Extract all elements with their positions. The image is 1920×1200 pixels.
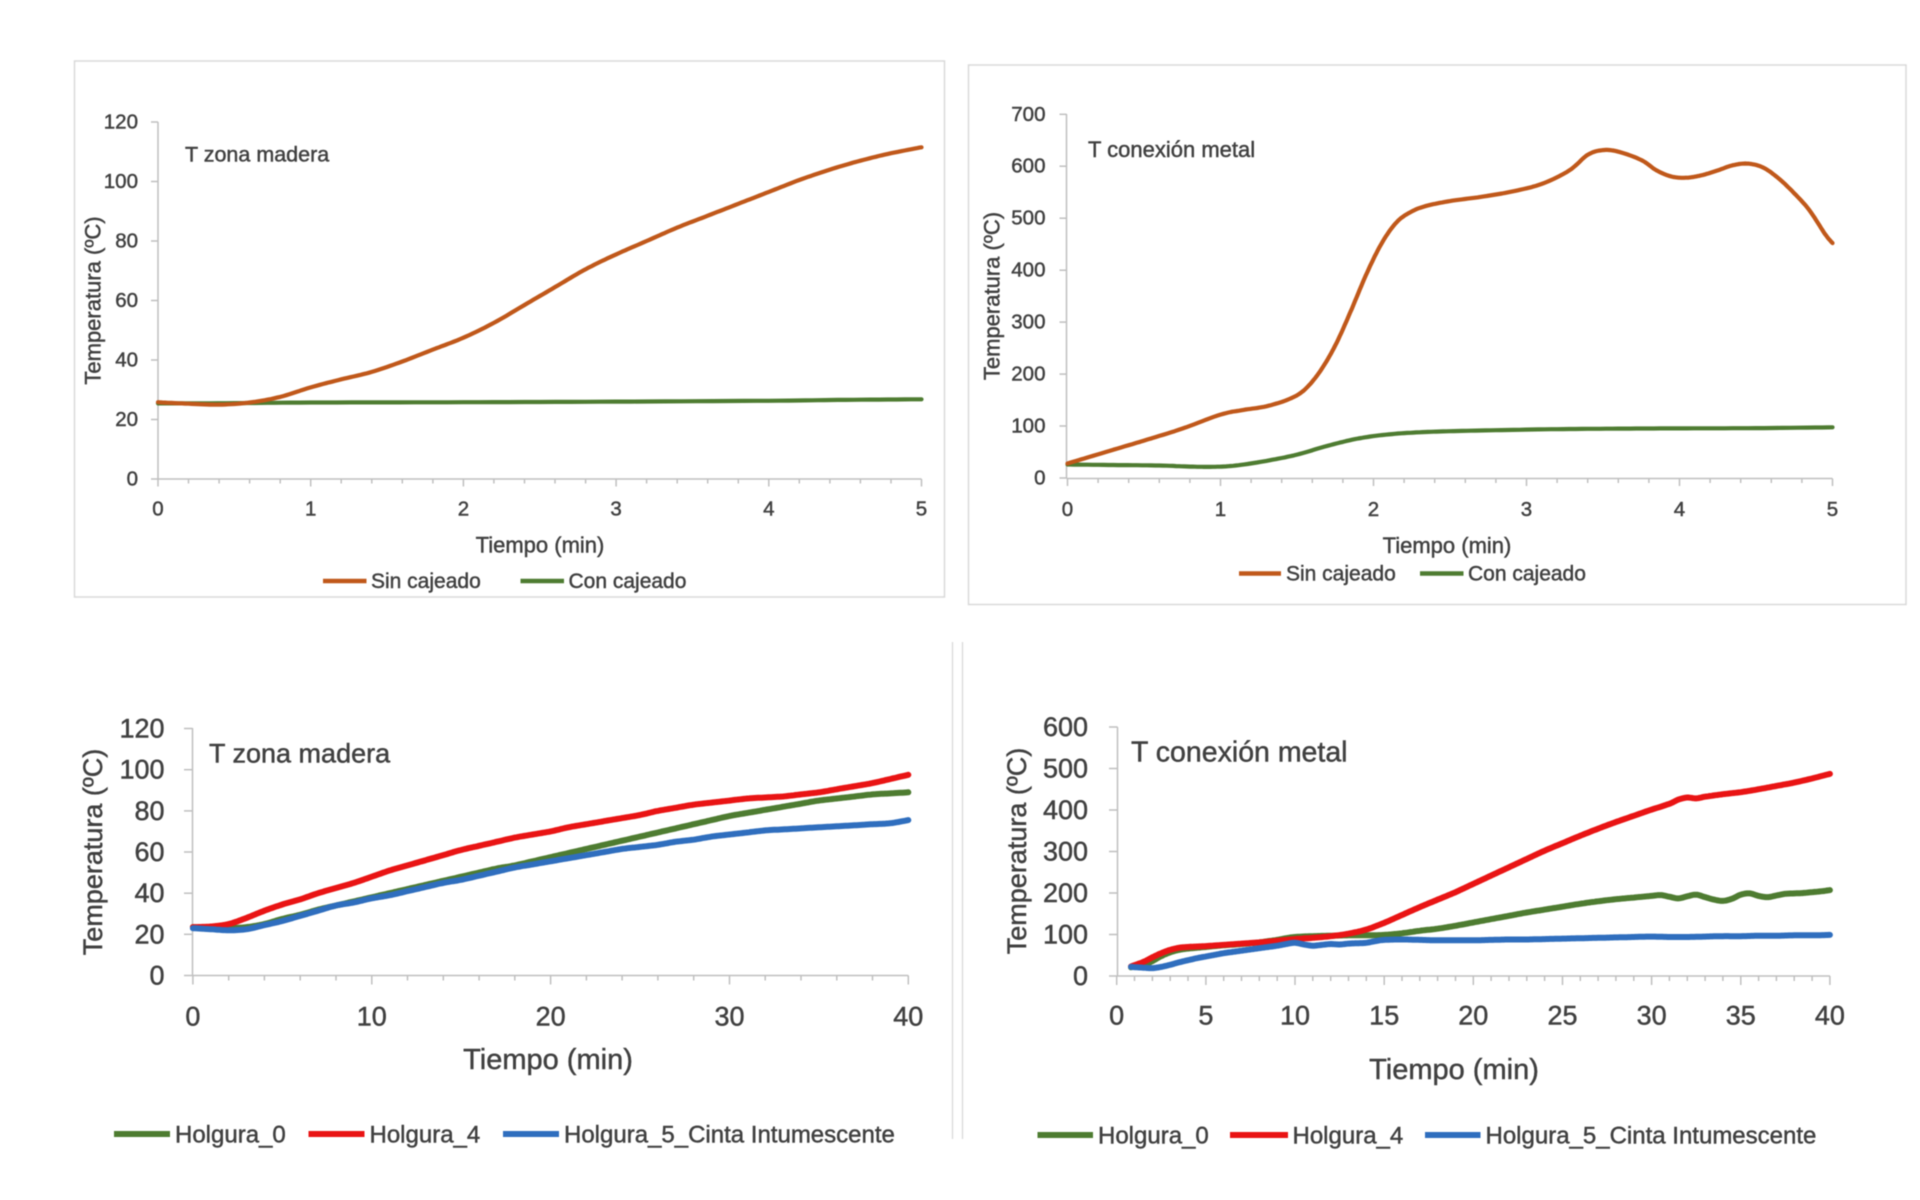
svg-text:Sin cajeado: Sin cajeado <box>371 570 481 593</box>
svg-text:30: 30 <box>714 1002 744 1032</box>
svg-text:200: 200 <box>1043 878 1088 908</box>
svg-text:20: 20 <box>115 408 138 431</box>
svg-text:Con cajeado: Con cajeado <box>569 570 687 593</box>
svg-text:5: 5 <box>916 498 927 521</box>
svg-text:T conexión metal: T conexión metal <box>1088 137 1255 162</box>
svg-text:0: 0 <box>1109 1001 1124 1031</box>
svg-text:Sin cajeado: Sin cajeado <box>1286 563 1396 586</box>
svg-text:Temperatura (ºC): Temperatura (ºC) <box>980 212 1005 380</box>
svg-text:40: 40 <box>893 1002 923 1032</box>
svg-text:25: 25 <box>1547 1001 1577 1031</box>
svg-text:0: 0 <box>185 1002 200 1032</box>
svg-text:Holgura_0: Holgura_0 <box>1098 1123 1209 1150</box>
svg-text:5: 5 <box>1198 1001 1213 1031</box>
svg-text:T zona madera: T zona madera <box>209 739 391 769</box>
svg-text:100: 100 <box>119 755 164 785</box>
svg-text:10: 10 <box>357 1002 387 1032</box>
svg-text:0: 0 <box>152 498 163 521</box>
svg-text:100: 100 <box>1043 920 1088 950</box>
svg-text:400: 400 <box>1043 795 1088 825</box>
svg-text:30: 30 <box>1637 1001 1667 1031</box>
svg-text:500: 500 <box>1043 754 1088 784</box>
svg-text:60: 60 <box>115 289 138 312</box>
svg-text:1: 1 <box>305 498 316 521</box>
svg-text:Tiempo (min): Tiempo (min) <box>463 1044 633 1076</box>
svg-text:700: 700 <box>1011 103 1045 126</box>
svg-text:200: 200 <box>1011 363 1045 386</box>
svg-text:Holgura_4: Holgura_4 <box>1293 1123 1404 1150</box>
svg-text:60: 60 <box>134 837 164 867</box>
svg-text:40: 40 <box>1815 1001 1845 1031</box>
svg-text:1: 1 <box>1215 498 1226 521</box>
svg-text:80: 80 <box>115 230 138 253</box>
svg-text:10: 10 <box>1280 1001 1310 1031</box>
svg-text:120: 120 <box>104 111 138 134</box>
svg-text:500: 500 <box>1011 207 1045 230</box>
svg-text:40: 40 <box>134 878 164 908</box>
svg-text:20: 20 <box>1458 1001 1488 1031</box>
svg-text:600: 600 <box>1043 712 1088 742</box>
svg-text:100: 100 <box>104 170 138 193</box>
svg-text:0: 0 <box>1034 467 1045 490</box>
svg-text:Holgura_0: Holgura_0 <box>175 1122 286 1149</box>
svg-text:3: 3 <box>1521 498 1532 521</box>
svg-text:Temperatura (ºC): Temperatura (ºC) <box>1002 748 1032 954</box>
svg-text:600: 600 <box>1011 155 1045 178</box>
svg-text:Tiempo (min): Tiempo (min) <box>1369 1054 1539 1086</box>
svg-text:Holgura_4: Holgura_4 <box>370 1122 481 1149</box>
svg-text:35: 35 <box>1726 1001 1756 1031</box>
svg-text:0: 0 <box>1062 498 1073 521</box>
svg-text:T conexión metal: T conexión metal <box>1131 737 1348 769</box>
svg-text:Holgura_5_Cinta Intumescente: Holgura_5_Cinta Intumescente <box>1486 1123 1817 1150</box>
svg-text:3: 3 <box>610 498 621 521</box>
svg-text:4: 4 <box>1674 498 1685 521</box>
svg-text:Con cajeado: Con cajeado <box>1468 563 1586 586</box>
svg-text:2: 2 <box>1368 498 1379 521</box>
svg-text:Holgura_5_Cinta Intumescente: Holgura_5_Cinta Intumescente <box>564 1122 895 1149</box>
svg-text:100: 100 <box>1011 415 1045 438</box>
svg-text:80: 80 <box>134 796 164 826</box>
svg-text:15: 15 <box>1369 1001 1399 1031</box>
svg-text:300: 300 <box>1043 837 1088 867</box>
svg-text:0: 0 <box>127 468 138 491</box>
svg-text:4: 4 <box>763 498 774 521</box>
svg-text:20: 20 <box>134 919 164 949</box>
svg-text:Tiempo (min): Tiempo (min) <box>1383 533 1512 558</box>
svg-text:0: 0 <box>149 961 164 991</box>
svg-text:Temperatura (ºC): Temperatura (ºC) <box>78 749 108 955</box>
svg-text:T zona madera: T zona madera <box>185 143 329 167</box>
svg-text:40: 40 <box>115 349 138 372</box>
svg-text:Temperatura (ºC): Temperatura (ºC) <box>81 216 106 384</box>
svg-text:2: 2 <box>458 498 469 521</box>
svg-text:5: 5 <box>1827 498 1838 521</box>
svg-text:Tiempo (min): Tiempo (min) <box>476 533 605 558</box>
svg-text:120: 120 <box>119 714 164 744</box>
svg-text:400: 400 <box>1011 259 1045 282</box>
svg-text:300: 300 <box>1011 311 1045 334</box>
svg-text:20: 20 <box>536 1002 566 1032</box>
svg-text:0: 0 <box>1073 961 1088 991</box>
